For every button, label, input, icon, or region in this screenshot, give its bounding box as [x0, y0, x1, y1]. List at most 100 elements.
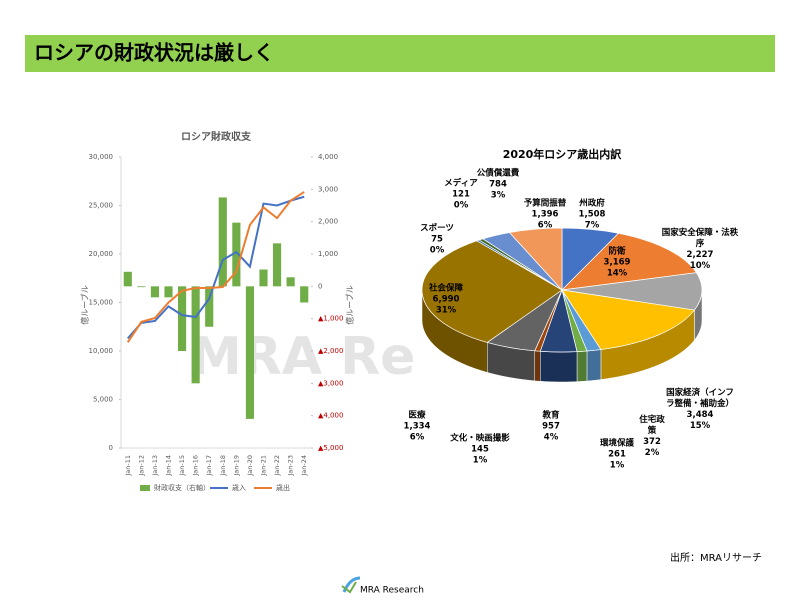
bar	[164, 286, 173, 298]
y-tick-label: 30,000	[89, 153, 114, 161]
pie-slice	[421, 240, 563, 343]
slice-label-percent: 0%	[429, 245, 445, 256]
slice-label-categories: 公債償還費	[476, 168, 520, 179]
slide-title: ロシアの財政状況は厳しく	[34, 41, 274, 65]
x-tick-label: Jan-14	[165, 455, 173, 477]
y-axis-label: 億ルーブル	[80, 285, 90, 325]
slice-label: 文化・映画撮影 145 1%	[440, 434, 520, 467]
bar	[273, 243, 282, 287]
logo-text: MRA Research	[360, 586, 424, 596]
legend-label: 財政収支（右軸）	[154, 483, 210, 492]
bar	[123, 271, 132, 287]
y2-tick-label: ▲1,000	[318, 315, 343, 323]
x-tick-label: Jan-18	[219, 455, 227, 477]
legend-swatch	[140, 485, 150, 491]
pie-side	[540, 350, 578, 383]
pie-side	[534, 350, 541, 382]
pie-slice	[508, 227, 563, 291]
slice-label-value: 145	[471, 444, 489, 455]
slice-label-categories: 予算間振替	[523, 198, 567, 209]
legend-label: 歳出	[276, 483, 290, 492]
slice-label: 州政府 1,508 7%	[567, 199, 617, 232]
header-bar	[25, 35, 775, 72]
slice-label: 環境保護 261 1%	[592, 439, 642, 472]
y-tick-label: 5,000	[93, 396, 113, 404]
x-tick-label: Jan-15	[178, 455, 186, 477]
slice-label-value: 3,484	[686, 410, 714, 420]
y2-tick-label: ▲5,000	[318, 444, 343, 452]
x-tick-label: Jan-16	[192, 455, 200, 477]
slice-label-categories: 防衛	[608, 246, 626, 257]
slice-label-categories: 国家経済（インフラ整備・補助金）	[665, 388, 734, 409]
watermark: MRA Re	[190, 327, 415, 387]
slice-label-percent: 6%	[537, 220, 553, 231]
pie-side	[576, 350, 588, 382]
x-tick-label: Jan-21	[260, 455, 268, 477]
pie-slice	[561, 272, 703, 311]
pie-slice	[561, 232, 698, 291]
y2-tick-label: ▲4,000	[318, 412, 343, 420]
slice-label-categories: 医療	[408, 410, 426, 421]
slice-label-value: 3,169	[603, 257, 631, 268]
line	[127, 195, 305, 340]
bar	[191, 286, 200, 384]
bar	[150, 286, 159, 298]
slice-label-value: 784	[489, 179, 507, 190]
x-tick-label: Jan-22	[273, 455, 281, 477]
slice-label-value: 957	[542, 421, 560, 432]
legend-label: 歳入	[232, 483, 246, 492]
slice-label-categories: 州政府	[579, 198, 605, 209]
bar	[245, 286, 254, 419]
slice-label-percent: 1%	[609, 460, 625, 471]
pie-slice	[561, 289, 696, 350]
slice-label: 予算間振替 1,396 6%	[515, 199, 575, 232]
slice-label-value: 121	[452, 189, 470, 200]
pie-side	[586, 349, 602, 382]
slice-label-value: 1,334	[403, 421, 431, 432]
slice-label: 公債償還費 784 3%	[468, 169, 528, 202]
slice-label-percent: 4%	[543, 432, 559, 443]
slice-label: 国家安全保障・法秩序 2,227 10%	[660, 228, 740, 272]
y-tick-label: 20,000	[89, 250, 114, 258]
logo-icon	[342, 576, 361, 593]
x-tick-label: Jan-19	[232, 455, 240, 477]
y-tick-label: 15,000	[89, 299, 114, 307]
slice-label-percent: 15%	[689, 421, 711, 431]
slice-label: 医療 1,334 6%	[397, 411, 437, 444]
slice-label-categories: メディア	[444, 178, 478, 189]
y2-tick-label: 2,000	[318, 218, 338, 226]
y-tick-label: 25,000	[89, 202, 114, 210]
y2-tick-label: 4,000	[318, 153, 338, 161]
y2-tick-label: 1,000	[318, 250, 338, 258]
slice-label-value: 1,396	[531, 209, 559, 220]
slice-label: 国家経済（インフラ整備・補助金） 3,484 15%	[664, 388, 736, 432]
y2-tick-label: ▲3,000	[318, 379, 343, 387]
slice-label-percent: 0%	[453, 200, 469, 211]
slice-label-percent: 31%	[435, 305, 457, 316]
y2-tick-label: 3,000	[318, 185, 338, 193]
slice-label-percent: 7%	[584, 220, 600, 231]
slice-label-percent: 1%	[472, 455, 488, 466]
slice-label: 教育 957 4%	[536, 411, 566, 444]
line	[126, 191, 305, 343]
bar	[286, 277, 295, 287]
bar	[205, 286, 214, 327]
x-tick-label: Jan-11	[124, 455, 132, 477]
pie	[421, 227, 703, 383]
bar	[218, 197, 227, 287]
y-tick-label: 10,000	[89, 347, 114, 355]
slice-label-categories: 住宅政策	[639, 415, 665, 436]
slice-label: メディア 121 0%	[441, 179, 481, 212]
slice-label-percent: 3%	[490, 190, 506, 201]
slice-label-value: 2,227	[686, 250, 714, 260]
slice-label-categories: 教育	[542, 410, 560, 421]
y2-tick-label: 0	[318, 282, 322, 290]
slice-label-categories: 文化・映画撮影	[450, 433, 510, 444]
y2-axis-label: 億ルーブル	[345, 285, 355, 325]
slice-label-percent: 2%	[644, 448, 660, 458]
slice-label-value: 1,508	[578, 209, 606, 220]
x-tick-label: Jan-20	[246, 455, 254, 477]
source: 出所：MRAリサーチ	[670, 551, 762, 564]
slice-label-value: 6,990	[432, 294, 460, 305]
